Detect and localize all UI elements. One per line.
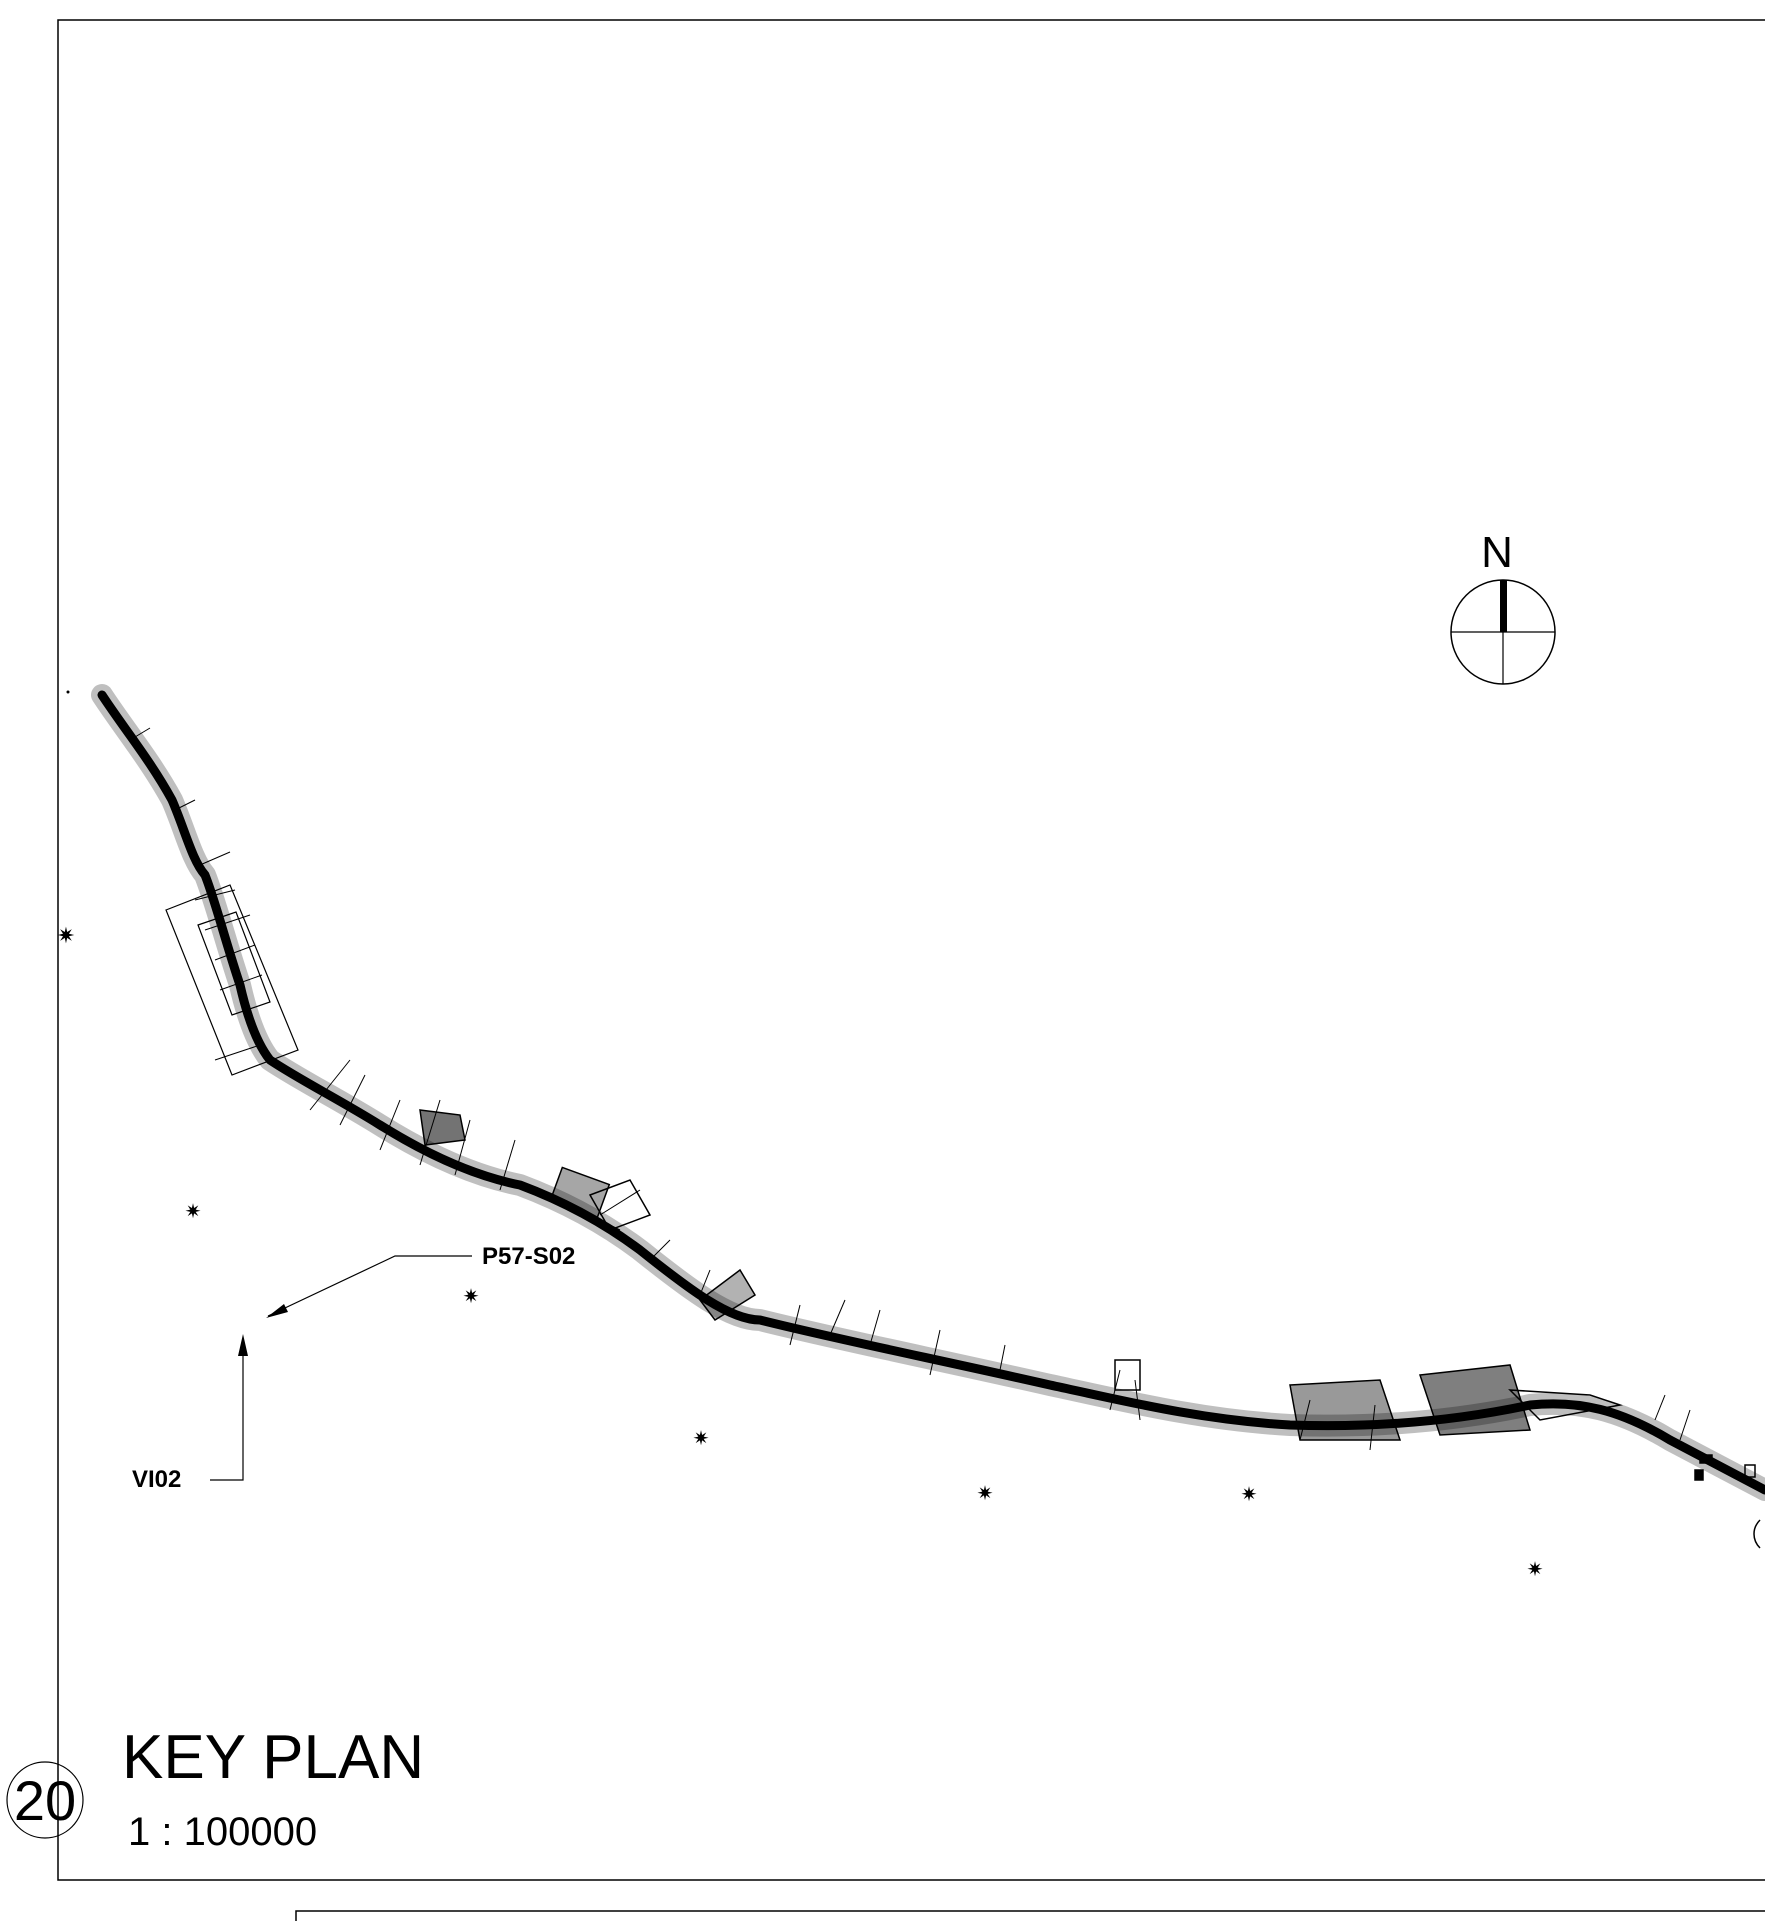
section-callout-label: P57-S02 <box>482 1243 575 1270</box>
sheet-border <box>57 19 1765 1881</box>
svg-text:✷: ✷ <box>1241 1484 1258 1506</box>
route-structures <box>419 1109 1761 1549</box>
view-callout: VI02 <box>132 1334 248 1493</box>
svg-text:✷: ✷ <box>463 1286 480 1308</box>
drawing-number: 20 <box>14 1769 76 1832</box>
survey-markers: ✷ ✷ ✷ ✷ ✷ ✷ ✷ <box>57 923 1544 1581</box>
drawing-number-circle <box>6 1761 84 1839</box>
svg-text:✷: ✷ <box>693 1428 710 1450</box>
route-alignment <box>91 684 1765 1501</box>
svg-text:✷: ✷ <box>1527 1559 1544 1581</box>
origin-dot <box>66 690 70 694</box>
svg-text:✷: ✷ <box>185 1201 202 1223</box>
svg-text:✷: ✷ <box>977 1483 994 1505</box>
north-arrow: N <box>1450 528 1556 685</box>
view-callout-label: VI02 <box>132 1466 181 1493</box>
svg-text:✷: ✷ <box>57 923 75 948</box>
section-callout: P57-S02 <box>266 1243 575 1318</box>
north-label: N <box>1481 528 1513 577</box>
drawing-scale: 1 : 100000 <box>128 1810 317 1854</box>
north-arrow-needle <box>1500 580 1507 632</box>
detail-frames <box>165 884 299 1076</box>
section-ticks <box>129 727 1691 1451</box>
drawing-title: 20 KEY PLAN 1 : 100000 <box>6 1723 424 1854</box>
title-block-frame <box>295 1910 1765 1921</box>
drawing-title-text: KEY PLAN <box>122 1723 424 1792</box>
